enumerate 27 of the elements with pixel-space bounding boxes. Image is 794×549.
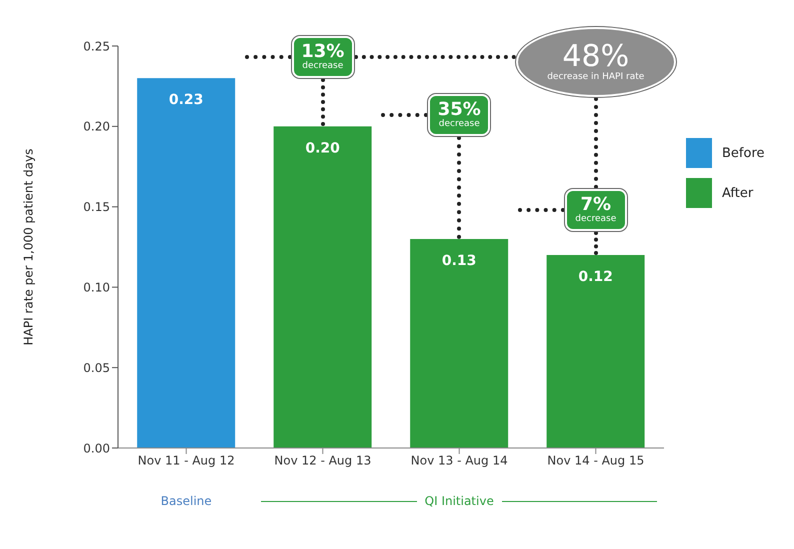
- y-tick-label: 0.20: [83, 120, 110, 134]
- annotation: 48% decrease in HAPI rate: [546, 38, 646, 82]
- bar: [546, 255, 645, 448]
- text: Baseline: [160, 494, 213, 508]
- data-label: 0.20: [305, 140, 340, 156]
- annotation: 35% decrease: [436, 98, 482, 130]
- data-label: 0.12: [578, 269, 613, 286]
- y-axis-title: HAPI rate per 1,000 patient days: [21, 148, 36, 346]
- bar: [274, 126, 372, 448]
- annotation: 7% decrease: [574, 194, 618, 224]
- bar: [410, 238, 508, 448]
- data-label: 0.13: [442, 252, 476, 269]
- annotation: 13% decrease: [300, 40, 346, 72]
- data-label: 0.23: [168, 92, 204, 108]
- legend-label: After: [722, 186, 754, 200]
- y-tick-label: 0.00: [83, 441, 110, 456]
- y-tick-label: 0.05: [83, 360, 110, 375]
- x-tick-label: Nov 11 - Aug 12: [138, 454, 235, 468]
- y-tick-label: 0.10: [83, 280, 110, 294]
- y-tick-label: 0.15: [83, 200, 110, 214]
- bar: [137, 78, 236, 448]
- legend-label: Before: [722, 146, 765, 160]
- x-tick-label: Nov 13 - Aug 14: [410, 454, 508, 468]
- y-tick-label: 0.25: [83, 39, 110, 54]
- text: QI Initiative: [424, 494, 495, 508]
- x-tick-label: Nov 14 - Aug 15: [547, 454, 644, 468]
- x-tick-label: Nov 12 - Aug 13: [274, 454, 372, 468]
